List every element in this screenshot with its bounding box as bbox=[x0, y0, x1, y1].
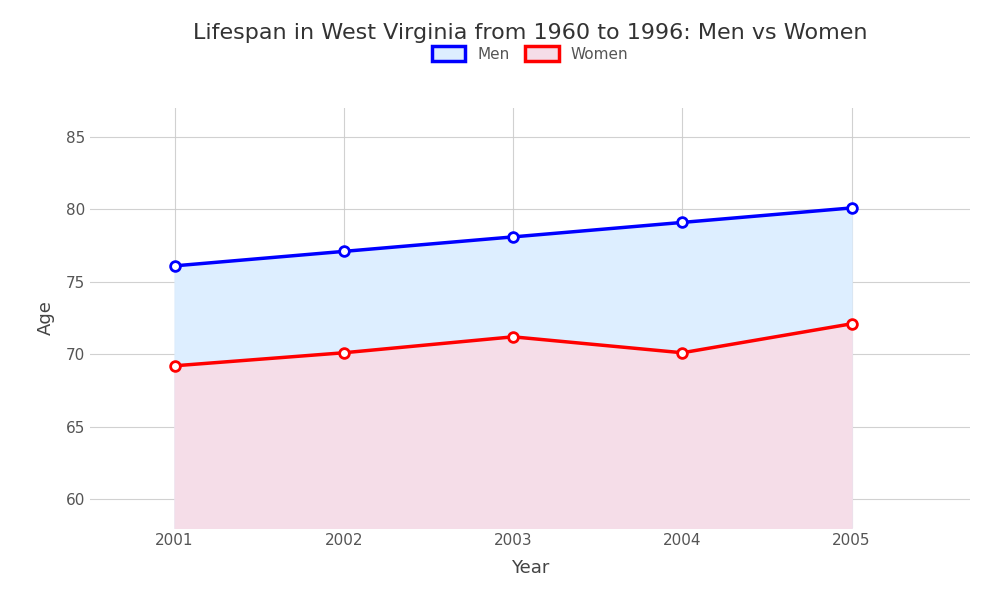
Y-axis label: Age: Age bbox=[37, 301, 55, 335]
Title: Lifespan in West Virginia from 1960 to 1996: Men vs Women: Lifespan in West Virginia from 1960 to 1… bbox=[193, 23, 867, 43]
X-axis label: Year: Year bbox=[511, 559, 549, 577]
Legend: Men, Women: Men, Women bbox=[425, 40, 635, 68]
